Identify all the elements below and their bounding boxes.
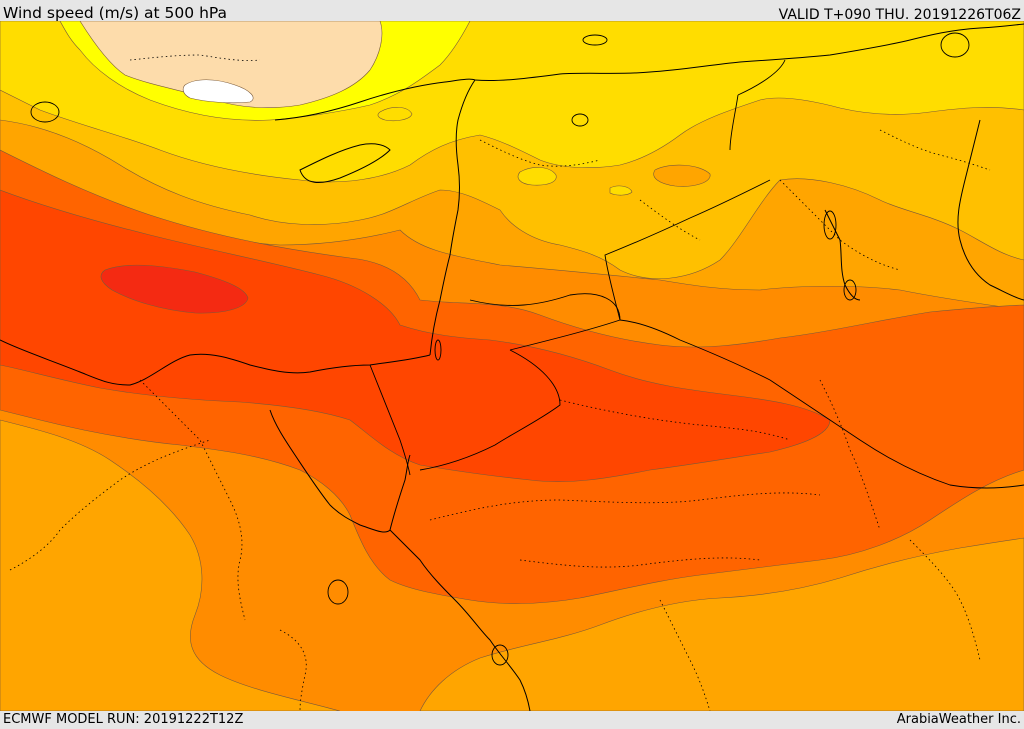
band-white-north [182,79,254,104]
wind-speed-map[interactable] [0,21,1024,711]
pocket-gold-3 [609,185,633,196]
islands [30,32,970,666]
pocket-gold-1 [517,167,557,186]
map-canvas [0,21,1024,711]
band-light-orange-south [419,537,1024,711]
band-red-orange-jet [0,189,831,482]
coastlines [0,23,1024,711]
band-light-orange-south-west [0,419,341,711]
credit-label: ArabiaWeather Inc. [896,712,1021,727]
footer-bar: ECMWF MODEL RUN: 20191222T12Z ArabiaWeat… [0,711,1024,729]
model-run-label: ECMWF MODEL RUN: 20191222T12Z [3,712,244,727]
pocket-light-orange-1 [653,164,711,187]
internal-borders [9,54,991,711]
political-borders [369,59,1024,489]
header-bar: Wind speed (m/s) at 500 hPa VALID T+090 … [0,0,1024,23]
valid-time: VALID T+090 THU. 20191226T06Z [778,7,1021,23]
band-red-core [100,264,249,314]
band-pale-north [79,21,383,109]
map-title: Wind speed (m/s) at 500 hPa [3,4,228,22]
pocket-gold-2 [377,107,413,122]
